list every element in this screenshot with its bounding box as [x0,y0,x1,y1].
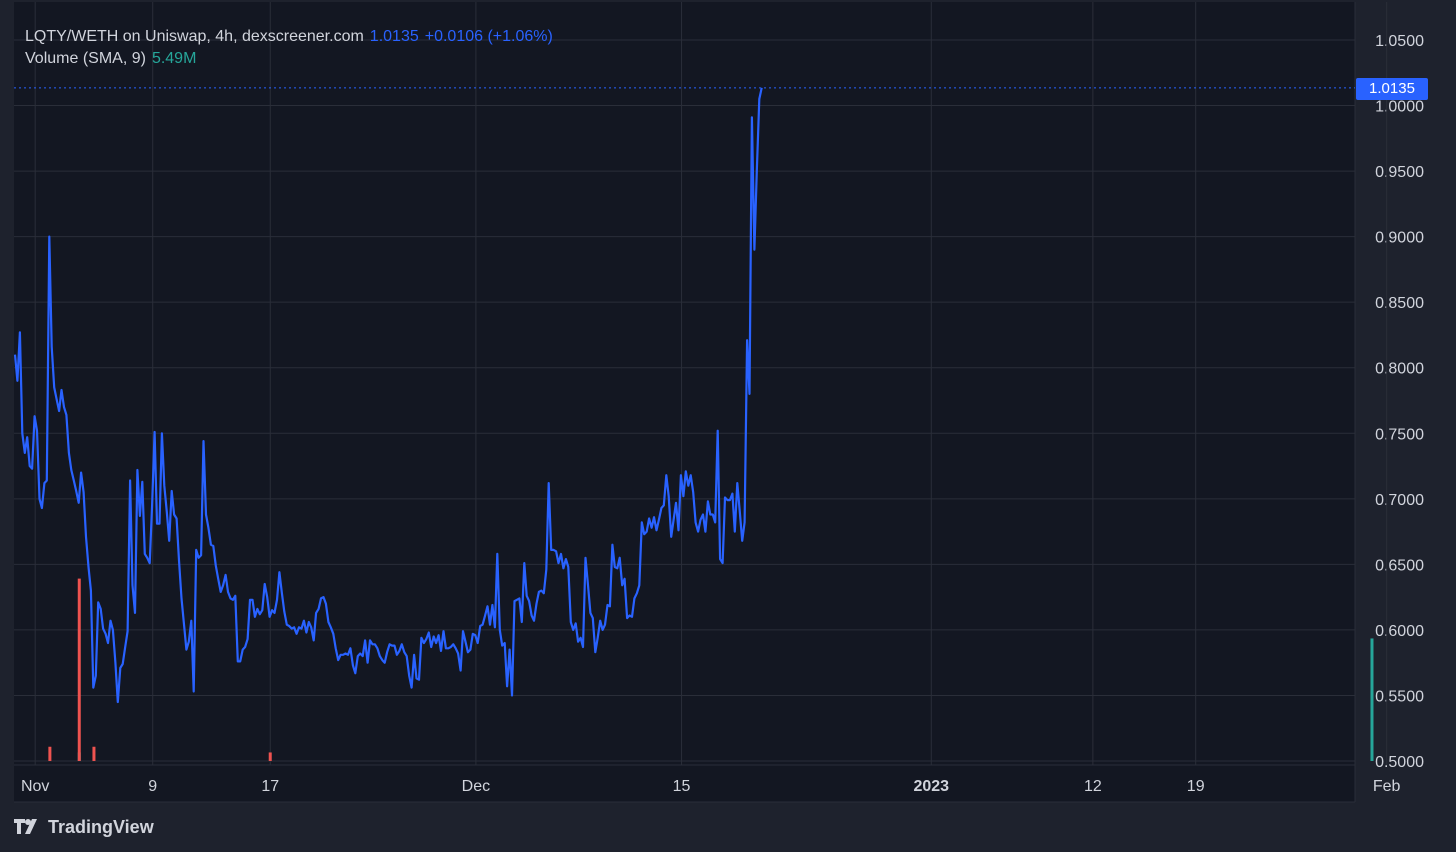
volume-bar [92,746,96,761]
y-tick-label: 0.6500 [1375,557,1424,574]
last-price: 1.0135 [369,28,419,45]
y-tick-label: 0.9500 [1375,164,1424,181]
volume-value: 5.49M [151,50,197,67]
tradingview-brand[interactable]: TradingView [14,816,154,838]
chart-legend: LQTY/WETH on Uniswap, 4h, dexscreener.co… [25,26,553,70]
volume-bar [1370,638,1374,761]
last-price-tag: 1.0135 [1356,78,1428,100]
volume-bar [48,746,52,761]
price-change: +0.0106 (+1.06%) [424,28,553,45]
tradingview-logo-icon [14,819,37,834]
y-tick-label: 0.9000 [1375,230,1424,247]
y-tick-label: 0.5500 [1375,688,1424,705]
volume-bar [77,578,81,761]
x-tick-label: 9 [148,778,157,795]
price-line [13,87,763,704]
legend-symbol-row: LQTY/WETH on Uniswap, 4h, dexscreener.co… [25,26,553,48]
y-tick-label: 1.0000 [1375,99,1424,116]
legend-volume-row: Volume (SMA, 9) 5.49M [25,48,553,70]
x-tick-label: Dec [462,778,490,795]
brand-name: TradingView [48,816,154,837]
volume-bar [268,752,272,761]
y-tick-label: 0.8000 [1375,361,1424,378]
volume-label: Volume (SMA, 9) [25,50,146,67]
y-tick-label: 0.8500 [1375,295,1424,312]
y-tick-label: 1.0500 [1375,33,1424,50]
x-tick-label: Feb [1373,778,1401,795]
y-tick-label: 0.7000 [1375,492,1424,509]
y-tick-label: 0.7500 [1375,426,1424,443]
y-tick-label: 0.6000 [1375,623,1424,640]
x-tick-label: Nov [21,778,49,795]
x-tick-label: 15 [673,778,691,795]
symbol-label: LQTY/WETH on Uniswap, 4h, dexscreener.co… [25,28,364,45]
x-tick-label: 19 [1187,778,1205,795]
x-tick-label: 12 [1084,778,1102,795]
y-tick-label: 0.5000 [1375,754,1424,771]
x-tick-label: 2023 [913,778,949,795]
x-tick-label: 17 [261,778,279,795]
plot-area [14,2,1355,802]
